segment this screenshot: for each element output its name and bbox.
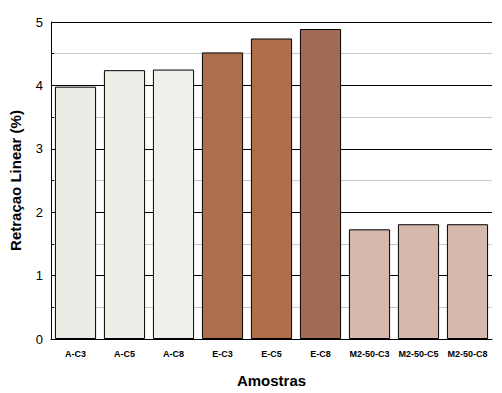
svg-text:2: 2: [36, 205, 43, 220]
svg-text:E-C3: E-C3: [212, 349, 233, 359]
svg-text:3: 3: [36, 141, 43, 156]
svg-text:E-C8: E-C8: [310, 349, 331, 359]
svg-text:0: 0: [36, 332, 43, 347]
svg-text:E-C5: E-C5: [261, 349, 282, 359]
svg-text:A-C8: A-C8: [163, 349, 184, 359]
svg-text:A-C5: A-C5: [114, 349, 135, 359]
svg-text:Amostras: Amostras: [237, 372, 306, 389]
svg-text:M2-50-C3: M2-50-C3: [349, 349, 389, 359]
svg-text:5: 5: [36, 15, 43, 30]
svg-text:M2-50-C5: M2-50-C5: [398, 349, 438, 359]
svg-text:4: 4: [36, 78, 43, 93]
svg-text:Retraçao Linear (%): Retraçao Linear (%): [7, 110, 24, 251]
svg-text:M2-50-C8: M2-50-C8: [447, 349, 487, 359]
svg-text:A-C3: A-C3: [65, 349, 86, 359]
svg-text:1: 1: [36, 268, 43, 283]
